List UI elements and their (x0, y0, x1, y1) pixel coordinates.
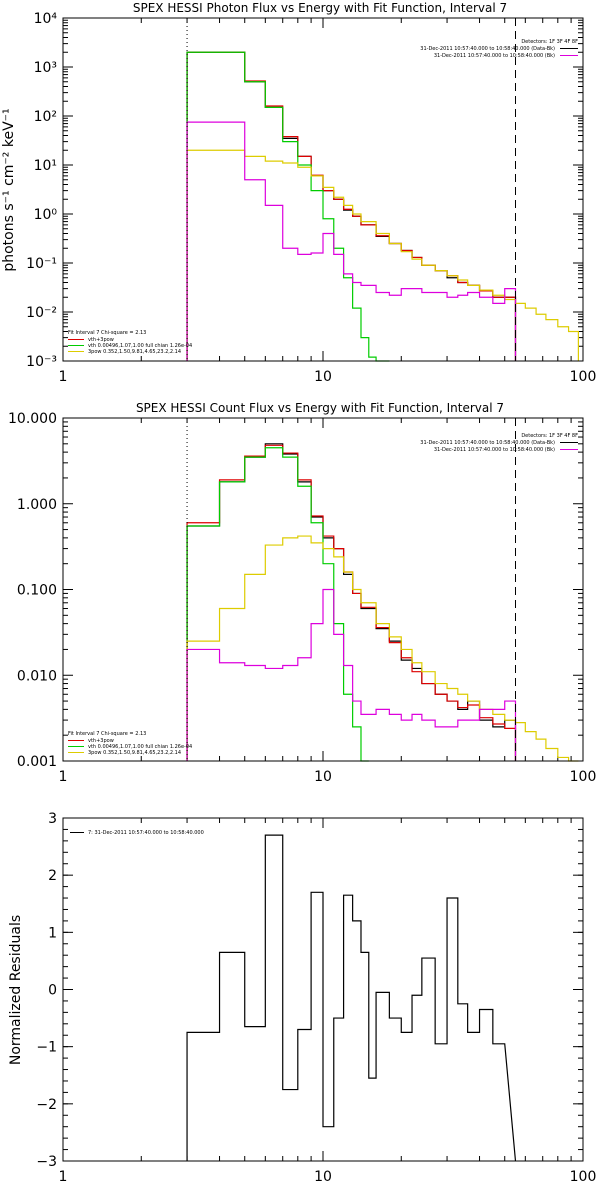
count-y-tick-label: 0.100 (17, 583, 57, 599)
residuals-y-tick-label: 3 (48, 811, 57, 827)
count-legend-bottom: Fit Interval 7 Chi-square = 2.13 vth+3po… (68, 731, 192, 756)
count-panel-title: SPEX HESSI Count Flux vs Energy with Fit… (136, 401, 504, 415)
count-panel-frame (62, 417, 584, 762)
photon-panel-axes: 1 10 100 10⁻³ 10⁻² 10⁻¹ 10⁰ 10¹ 10² 10³ 10⁴ (26, 11, 596, 385)
photon-legend-top: Detectors: 1F 3F 4F 8F 31-Dec-2011 10:57… (420, 39, 578, 59)
photon-x-tick-label: 100 (570, 369, 597, 385)
photon-legend-fit-header: Fit Interval 7 Chi-square = 2.13 (68, 330, 146, 336)
count-panel-markers (186, 418, 516, 761)
count-legend-pow-label: 3pow 0.352,1.50,9.81,4.65,23.2,2.14 (88, 750, 181, 756)
count-x-tick-label: 10 (314, 769, 332, 785)
count-y-tick-label: 0.010 (17, 668, 57, 684)
residuals-panel: Normalized Residuals 1 10 100 −3 −2 −1 0 1 2 3 7:… (8, 811, 596, 1185)
count-series-0-step-line (186, 443, 517, 761)
count-legend-top: Detectors: 1F 3F 4F 8F 31-Dec-2011 10:57… (420, 433, 578, 453)
photon-y-tick-label: 10² (34, 109, 57, 125)
photon-series-1-step-line (186, 51, 517, 361)
count-panel-series (186, 443, 579, 762)
residuals-x-tick-label: 1 (59, 1169, 68, 1185)
count-y-tick-label: 1.000 (17, 497, 57, 513)
residuals-y-tick-label: −3 (36, 1154, 57, 1170)
count-legend-detectors: Detectors: 1F 3F 4F 8F (521, 433, 578, 439)
count-x-tick-label: 100 (570, 769, 597, 785)
residuals-x-tick-label: 100 (570, 1169, 597, 1185)
photon-legend-bk-label: 31-Dec-2011 10:57:40.000 to 10:58:40.000… (434, 53, 555, 59)
photon-series-3-step-line (186, 149, 579, 361)
count-legend-data-label: 31-Dec-2011 10:57:40.000 to 10:58:40.000… (420, 440, 555, 446)
count-legend-fit-label: vth+3pow (88, 738, 114, 744)
photon-y-tick-label: 10⁰ (34, 207, 58, 223)
count-y-tick-label: 10.000 (8, 411, 57, 427)
photon-series-2-step-line (186, 51, 390, 362)
residuals-panel-series (186, 834, 517, 1162)
photon-legend-vth-label: vth 0.00496,1.07,1.00 full chian 1.26e-0… (88, 343, 192, 349)
residuals-legend: 7: 31-Dec-2011 10:57:40.000 to 10:58:40.… (70, 830, 204, 836)
photon-y-tick-label: 10¹ (34, 158, 57, 174)
residuals-y-tick-label: 0 (48, 983, 57, 999)
residuals-y-tick-label: −1 (36, 1040, 57, 1056)
photon-panel-frame (62, 17, 584, 362)
photon-y-tick-label: 10⁻¹ (26, 256, 57, 272)
count-panel-axes: 1 10 100 0.001 0.010 0.100 1.000 10.000 (8, 411, 596, 785)
count-series-4-step-line (186, 588, 517, 761)
photon-legend-fit-label: vth+3pow (88, 337, 114, 343)
count-series-3-step-line (186, 535, 579, 762)
count-flux-panel: SPEX HESSI Count Flux vs Energy with Fit… (8, 401, 596, 785)
count-y-tick-label: 0.001 (17, 754, 57, 770)
photon-panel-series (186, 51, 579, 362)
residuals-y-tick-label: 2 (48, 868, 57, 884)
residuals-y-tick-label: −2 (36, 1097, 57, 1113)
photon-y-tick-label: 10⁴ (34, 11, 58, 27)
residuals-series-0-step-line (186, 834, 517, 1162)
photon-panel-ylabel: photons s⁻¹ cm⁻² keV⁻¹ (1, 108, 17, 271)
count-series-2-step-line (186, 447, 369, 762)
photon-y-tick-label: 10⁻³ (26, 354, 57, 370)
photon-y-tick-label: 10⁻² (26, 305, 57, 321)
photon-panel-markers (186, 18, 516, 361)
residuals-x-tick-label: 10 (314, 1169, 332, 1185)
residuals-y-tick-label: 1 (48, 925, 57, 941)
photon-legend-pow-label: 3pow 0.352,1.50,9.81,4.65,23.2,2.14 (88, 349, 181, 355)
photon-legend-detectors: Detectors: 1F 3F 4F 8F (521, 39, 578, 45)
photon-y-tick-label: 10³ (34, 60, 57, 76)
count-legend-fit-header: Fit Interval 7 Chi-square = 2.13 (68, 731, 146, 737)
photon-flux-panel: SPEX HESSI Photon Flux vs Energy with Fi… (1, 1, 596, 385)
photon-legend-bottom: Fit Interval 7 Chi-square = 2.13 vth+3po… (68, 330, 192, 355)
count-series-1-step-line (186, 444, 517, 761)
count-legend-bk-label: 31-Dec-2011 10:57:40.000 to 10:58:40.000… (434, 447, 555, 453)
count-legend-vth-label: vth 0.00496,1.07,1.00 full chian 1.26e-0… (88, 744, 192, 750)
residuals-panel-frame (62, 817, 584, 1162)
photon-x-tick-label: 10 (314, 369, 332, 385)
photon-series-0-step-line (186, 51, 517, 361)
photon-x-tick-label: 1 (59, 369, 68, 385)
count-x-tick-label: 1 (59, 769, 68, 785)
photon-series-4-step-line (186, 121, 517, 361)
photon-legend-data-label: 31-Dec-2011 10:57:40.000 to 10:58:40.000… (420, 46, 555, 52)
residuals-panel-ylabel: Normalized Residuals (8, 915, 24, 1065)
residuals-legend-label: 7: 31-Dec-2011 10:57:40.000 to 10:58:40.… (88, 830, 204, 836)
photon-panel-title: SPEX HESSI Photon Flux vs Energy with Fi… (133, 1, 507, 15)
